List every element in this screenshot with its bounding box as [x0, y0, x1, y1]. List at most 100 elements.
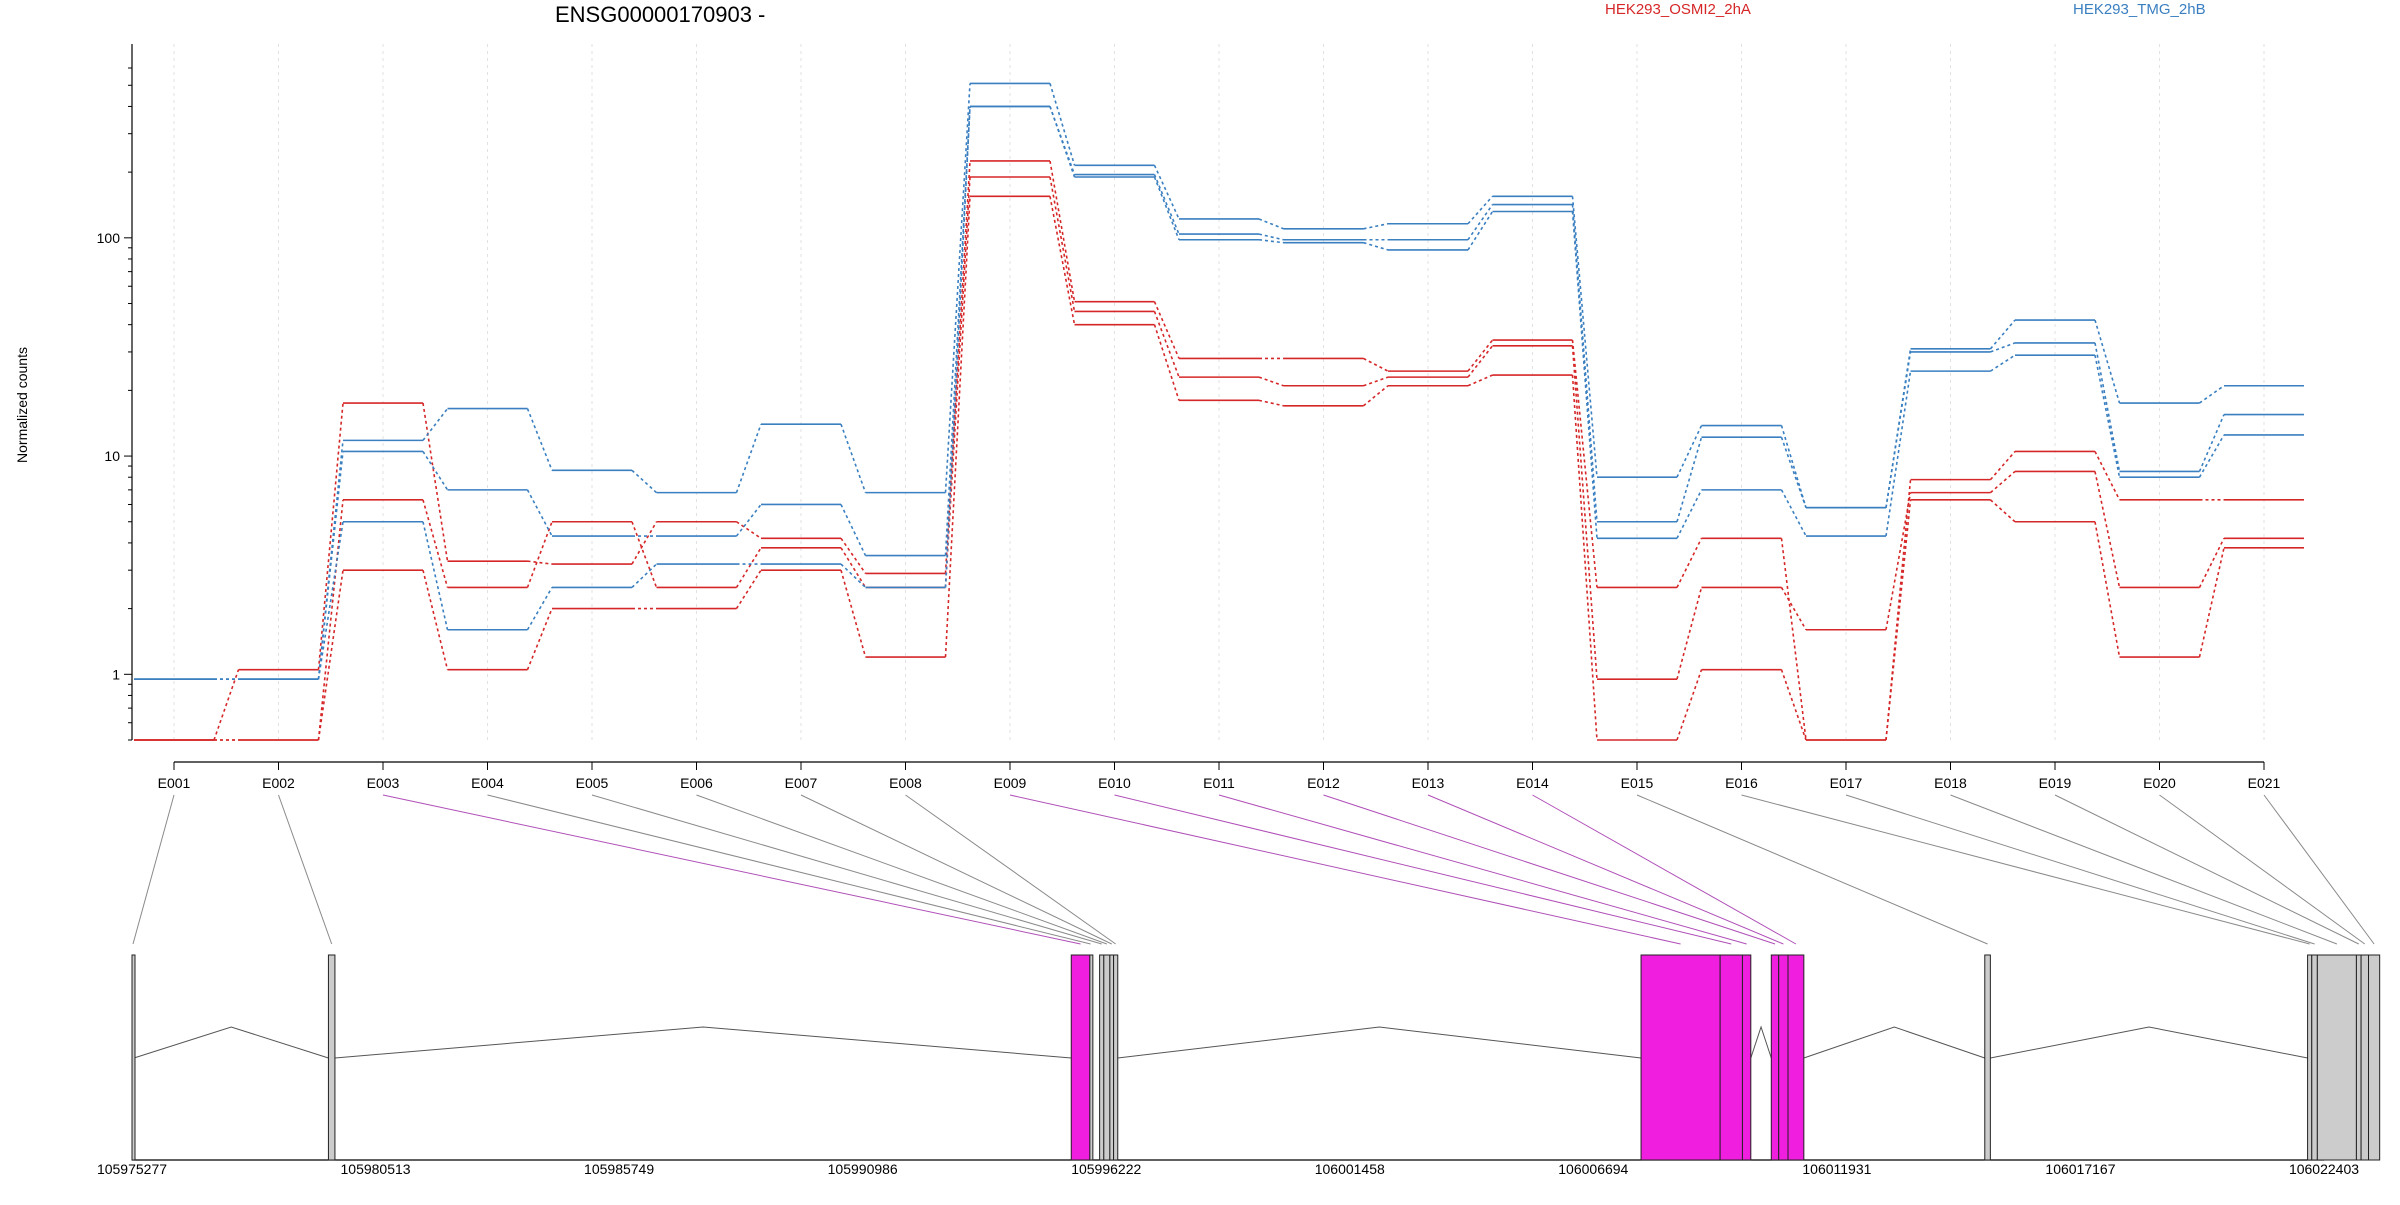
- genomic-tick-label: 105980513: [341, 1161, 411, 1177]
- series-lines: [134, 82, 2304, 741]
- y-tick-label: 1: [112, 666, 120, 682]
- genomic-tick-label: 106022403: [2289, 1161, 2359, 1177]
- series-transition: [1153, 164, 1180, 220]
- series-line-3: [134, 195, 2304, 741]
- series-transition: [1153, 311, 1180, 378]
- series-transition: [1153, 176, 1180, 241]
- series-transition: [1676, 436, 1703, 522]
- series-transition: [422, 569, 449, 670]
- series-transition: [1467, 339, 1494, 372]
- series-transition: [944, 196, 971, 658]
- series-transition: [944, 106, 971, 588]
- series-transition: [1780, 538, 1807, 741]
- intron: [133, 1026, 329, 1059]
- x-tick-label-e014: E014: [1516, 775, 1549, 791]
- series-transition: [1467, 204, 1494, 241]
- series-transition: [2198, 414, 2225, 472]
- connector-e019: [2054, 794, 2359, 945]
- series-transition: [1676, 489, 1703, 539]
- legend-entry-tmg: HEK293_TMG_2hB: [2073, 1, 2206, 18]
- intron: [1750, 1025, 1772, 1059]
- connector-e002: [278, 794, 333, 945]
- series-transition: [1990, 354, 2016, 372]
- connector-e009: [1009, 794, 1681, 945]
- series-transition: [1885, 371, 1912, 537]
- series-transition: [317, 570, 344, 741]
- exon-bin-e001: [131, 954, 136, 1161]
- exon-bin-e012: [1770, 954, 1780, 1161]
- series-transition: [317, 451, 344, 680]
- connector-e007: [800, 794, 1112, 945]
- chart-title: ENSG00000170903 -: [555, 2, 765, 27]
- y-axis-label: Normalized counts: [14, 347, 30, 463]
- series-transition: [1258, 238, 1284, 244]
- series-transition: [2094, 451, 2121, 501]
- x-tick-label-e009: E009: [994, 775, 1027, 791]
- y-tick-label: 100: [97, 230, 121, 246]
- series-transition: [1153, 324, 1180, 401]
- series-transition: [1467, 195, 1494, 225]
- bin-connectors: [132, 794, 2375, 945]
- series-transition: [1258, 399, 1284, 407]
- x-tick-label-e004: E004: [471, 775, 504, 791]
- exon-bin-e006: [1103, 954, 1111, 1161]
- series-line-2: [134, 176, 2304, 741]
- series-transition: [1989, 499, 2016, 523]
- series-transition: [1989, 470, 2016, 494]
- exon-bin-e019: [2355, 954, 2362, 1161]
- x-tick-label-e017: E017: [1830, 775, 1863, 791]
- exon-bin-e007: [1109, 954, 1115, 1161]
- series-transition: [1571, 211, 1598, 539]
- series-transition: [526, 608, 553, 670]
- series-transition: [317, 499, 344, 741]
- intron: [1803, 1026, 1985, 1059]
- series-transition: [2094, 319, 2121, 404]
- series-transition: [422, 521, 449, 630]
- series-transition: [1258, 218, 1284, 230]
- series-transition: [1049, 160, 1076, 302]
- series-transition: [631, 563, 658, 589]
- series-transition: [1153, 174, 1180, 235]
- series-transition: [1467, 345, 1494, 378]
- x-tick-label-e015: E015: [1621, 775, 1654, 791]
- series-transition: [526, 489, 553, 537]
- x-axis-ticks: E001 E002 E003 E004 E005 E006 E007 E008 E009 E010…: [158, 761, 2281, 791]
- series-transition: [736, 521, 762, 539]
- x-tick-label-e003: E003: [367, 775, 400, 791]
- series-transition: [1467, 374, 1493, 387]
- legend-entry-osmi2: HEK293_OSMI2_2hA: [1605, 1, 1751, 18]
- series-transition: [317, 521, 344, 680]
- connector-e017: [1845, 794, 2315, 945]
- series-transition: [1885, 499, 1912, 741]
- x-tick-label-e011: E011: [1203, 775, 1235, 791]
- series-transition: [317, 402, 344, 670]
- axes: 1 10 100: [97, 44, 133, 741]
- exon-bin-e008: [1113, 954, 1119, 1161]
- series-transition: [1049, 83, 1076, 166]
- x-tick-label-e001: E001: [158, 775, 191, 791]
- series-transition: [1363, 222, 1389, 230]
- series-transition: [1780, 425, 1807, 508]
- genomic-tick-label: 106017167: [2045, 1161, 2115, 1177]
- series-transition: [1780, 489, 1807, 537]
- series-transition: [1676, 587, 1703, 680]
- x-tick-label-e007: E007: [785, 775, 818, 791]
- series-transition: [2199, 385, 2225, 404]
- series-transition: [631, 521, 658, 588]
- intron: [1990, 1026, 2308, 1059]
- connector-e020: [2159, 794, 2366, 945]
- connector-e004: [487, 794, 1091, 945]
- series-transition: [1780, 587, 1807, 631]
- series-line-6: [134, 105, 2304, 680]
- series-transition: [526, 408, 553, 471]
- exon-bin-e013: [1778, 954, 1789, 1161]
- series-transition: [735, 569, 762, 610]
- exon-bin-e021: [2368, 954, 2381, 1161]
- y-tick-label: 10: [104, 448, 120, 464]
- series-transition: [422, 451, 449, 491]
- series-transition: [526, 521, 553, 588]
- intron: [334, 1026, 1072, 1059]
- connector-e003: [382, 794, 1081, 945]
